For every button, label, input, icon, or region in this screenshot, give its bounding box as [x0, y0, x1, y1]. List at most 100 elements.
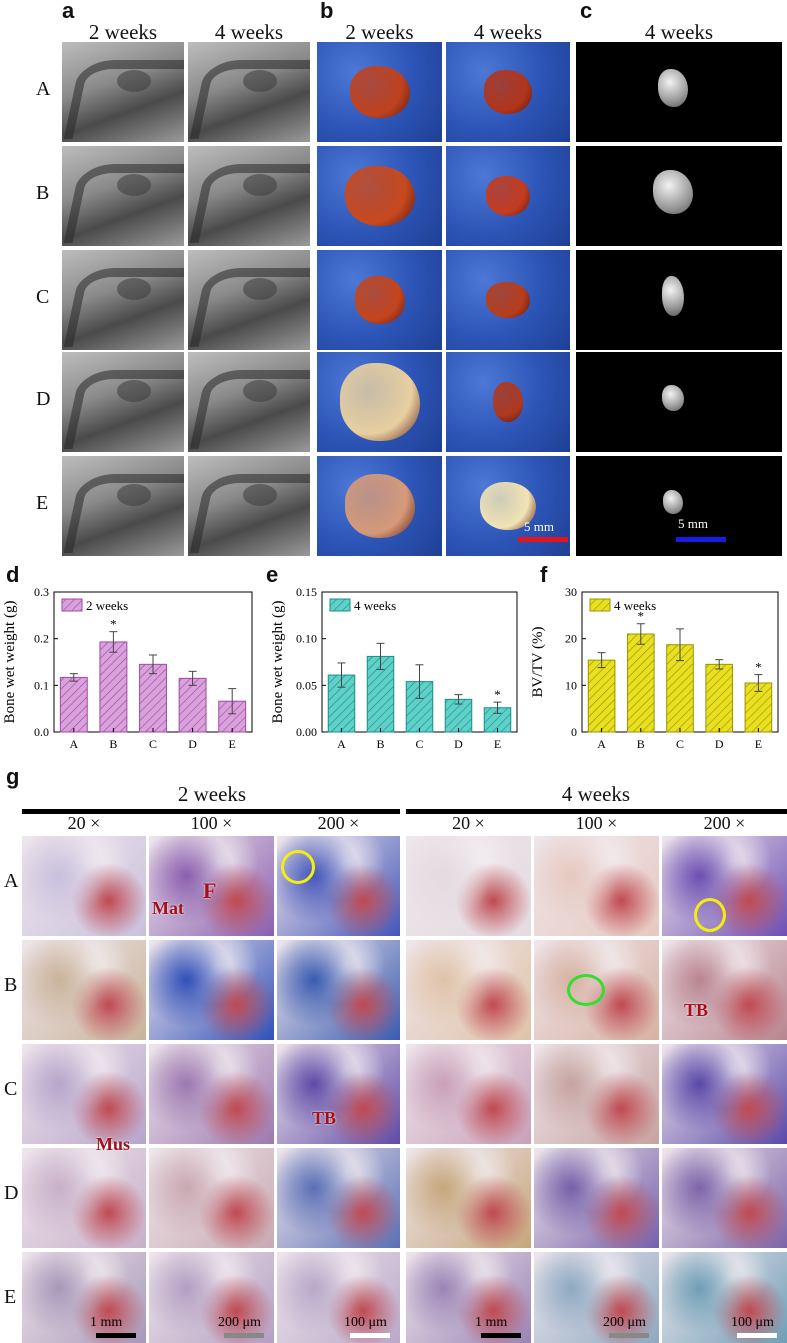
bar	[99, 641, 128, 733]
y-tick-label: 0.0	[34, 725, 49, 739]
tissue-sample	[344, 474, 415, 538]
significance-star: *	[638, 609, 645, 624]
x-tick-label: D	[188, 737, 197, 751]
chart-f: 0 10 20 30 A B * C D E * 4 weeks BV/TV (%)	[530, 580, 787, 780]
histology-section	[534, 836, 659, 936]
chart-e: 0.00 0.05 0.10 0.15 A B C D E * 4 weeks Bone wet we…	[262, 580, 527, 780]
scale-bar	[609, 1333, 649, 1338]
xray	[62, 352, 184, 452]
xray	[62, 146, 184, 246]
tissue-sample	[493, 382, 523, 422]
green-circle-marker	[567, 974, 605, 1006]
annotation-mus: Mus	[96, 1134, 131, 1154]
x-tick-label: D	[715, 737, 724, 751]
xray	[188, 352, 310, 452]
histology-section	[277, 940, 400, 1040]
histology-section: 200 μm	[534, 1252, 659, 1343]
scale-label: 100 μm	[731, 1315, 774, 1330]
x-tick-label: B	[109, 737, 117, 751]
x-tick-label: B	[376, 737, 384, 751]
scale-label: 1 mm	[90, 1315, 123, 1330]
ct-bone-object	[653, 170, 693, 214]
specimen-photo	[446, 250, 570, 350]
tissue-sample	[349, 66, 410, 118]
specimen-photo	[317, 456, 442, 556]
specimen-photo	[317, 42, 442, 142]
col-header-a-2w: 2 weeks	[88, 20, 158, 44]
xray	[62, 250, 184, 350]
bar	[626, 633, 655, 733]
microct-image	[576, 42, 782, 142]
specimen-photo	[317, 250, 442, 350]
histology-section	[22, 940, 146, 1040]
histology-section	[277, 1044, 400, 1144]
magnification-header: 200 ×	[317, 813, 360, 833]
scale-label: 200 μm	[218, 1315, 261, 1330]
bar	[139, 663, 167, 733]
col-header-c-4w: 4 weeks	[644, 20, 714, 44]
x-tick-label: E	[494, 737, 501, 751]
row-label-hist-A: A	[4, 870, 19, 892]
tissue-sample	[486, 282, 530, 318]
x-tick-label: C	[676, 737, 684, 751]
tissue-sample	[354, 276, 405, 324]
specimen-photo	[317, 146, 442, 246]
x-tick-label: A	[337, 737, 346, 751]
histology-section	[534, 1044, 659, 1144]
group-line-4w	[406, 809, 787, 814]
histology-section: 1 mm	[406, 1252, 531, 1343]
yellow-circle-marker	[694, 898, 726, 932]
histology-section	[406, 940, 531, 1040]
bar	[587, 659, 616, 733]
scale-label: 1 mm	[475, 1315, 508, 1330]
xray	[188, 42, 310, 142]
y-tick-label: 0.15	[296, 585, 317, 599]
histology-section	[149, 940, 274, 1040]
xray	[62, 456, 184, 556]
scale-label-c: 5 mm	[678, 516, 708, 531]
tissue-sample	[344, 166, 415, 226]
histology-section	[22, 1148, 146, 1248]
tissue-sample	[339, 363, 420, 441]
panel-d-label: d	[6, 562, 20, 587]
significance-star: *	[755, 660, 762, 675]
significance-star: *	[110, 617, 117, 632]
legend-swatch	[61, 598, 83, 612]
row-label-top-C: C	[36, 286, 50, 308]
row-label-top-D: D	[36, 388, 51, 410]
row-label-top-B: B	[36, 182, 50, 204]
row-label-hist-C: C	[4, 1078, 18, 1100]
x-tick-label: D	[454, 737, 463, 751]
y-axis-label: Bone wet weight (g)	[270, 601, 286, 724]
xray	[188, 456, 310, 556]
specimen-photo	[446, 146, 570, 246]
chart-e-svg: 0.00 0.05 0.10 0.15 A B C D E * 4 weeks Bone wet we…	[270, 585, 518, 751]
microct-image	[576, 250, 782, 350]
histology-section	[406, 1148, 531, 1248]
scale-bar	[737, 1333, 777, 1338]
tissue-sample	[480, 482, 536, 530]
panel-c-label: c	[580, 0, 593, 23]
histology-section	[662, 1148, 787, 1248]
annotation-tb-4w: TB	[684, 1000, 709, 1020]
histology-section: 100 μm	[662, 1252, 787, 1343]
y-tick-label: 20	[565, 632, 577, 646]
y-tick-label: 0.05	[296, 678, 317, 692]
scale-bar	[350, 1333, 390, 1338]
y-tick-label: 0	[571, 725, 577, 739]
x-tick-label: C	[415, 737, 423, 751]
histology-section	[406, 836, 531, 936]
legend-label: 4 weeks	[354, 598, 396, 613]
y-tick-label: 0.10	[296, 632, 317, 646]
row-label-hist-B: B	[4, 974, 18, 996]
group-header-2w: 2 weeks	[177, 782, 247, 806]
histology-section	[662, 1044, 787, 1144]
panel-g-label: g	[6, 764, 20, 789]
histology-section	[149, 1044, 274, 1144]
chart-d-svg: 0.0 0.1 0.2 0.3 A B * C D E 2 weeks Bone wet weight…	[2, 585, 253, 751]
ct-bone-object	[658, 69, 688, 107]
panel-a-label: a	[62, 0, 75, 23]
ct-bone-object	[663, 490, 683, 514]
col-header-b-2w: 2 weeks	[345, 20, 414, 44]
scale-bar	[96, 1333, 136, 1338]
